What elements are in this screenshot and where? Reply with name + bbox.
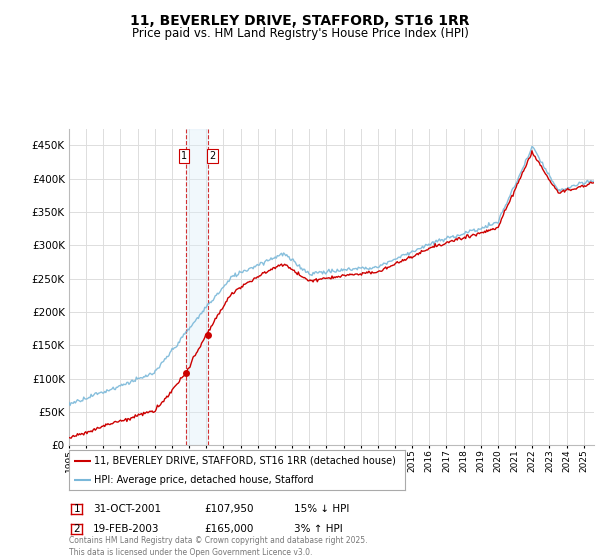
Text: 1: 1 xyxy=(181,151,187,161)
Text: HPI: Average price, detached house, Stafford: HPI: Average price, detached house, Staf… xyxy=(94,474,314,484)
Text: 11, BEVERLEY DRIVE, STAFFORD, ST16 1RR (detached house): 11, BEVERLEY DRIVE, STAFFORD, ST16 1RR (… xyxy=(94,456,396,466)
Text: 1: 1 xyxy=(73,504,80,514)
Text: 19-FEB-2003: 19-FEB-2003 xyxy=(93,524,160,534)
Text: £107,950: £107,950 xyxy=(204,504,254,514)
Text: 15% ↓ HPI: 15% ↓ HPI xyxy=(294,504,349,514)
Text: £165,000: £165,000 xyxy=(204,524,253,534)
Text: 2: 2 xyxy=(209,151,215,161)
Text: Contains HM Land Registry data © Crown copyright and database right 2025.
This d: Contains HM Land Registry data © Crown c… xyxy=(69,536,367,557)
Text: 2: 2 xyxy=(73,524,80,534)
Bar xyxy=(186,129,208,445)
Text: 3% ↑ HPI: 3% ↑ HPI xyxy=(294,524,343,534)
Text: Price paid vs. HM Land Registry's House Price Index (HPI): Price paid vs. HM Land Registry's House … xyxy=(131,27,469,40)
Text: 11, BEVERLEY DRIVE, STAFFORD, ST16 1RR: 11, BEVERLEY DRIVE, STAFFORD, ST16 1RR xyxy=(130,14,470,28)
Text: 31-OCT-2001: 31-OCT-2001 xyxy=(93,504,161,514)
